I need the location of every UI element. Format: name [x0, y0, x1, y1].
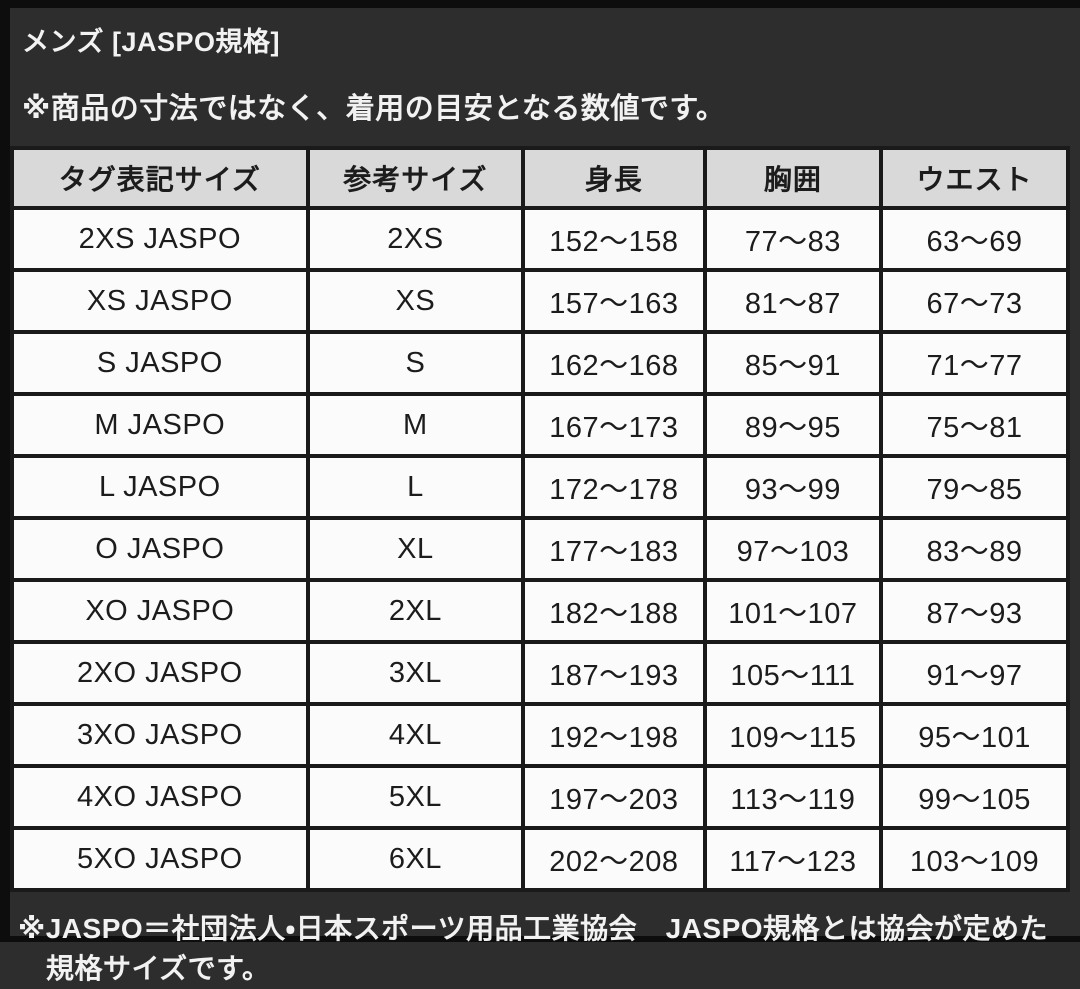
table-cell: 113〜119: [702, 764, 884, 830]
table-cell: L JASPO: [10, 454, 310, 520]
table-row: 2XS JASPO 2XS 152〜158 77〜83 63〜69: [10, 206, 1070, 272]
table-row: XO JASPO 2XL 182〜188 101〜107 87〜93: [10, 578, 1070, 644]
table-cell: XS JASPO: [10, 268, 310, 334]
table-cell: 103〜109: [879, 826, 1070, 892]
bottom-edge-bar: [0, 936, 1080, 942]
table-cell: 2XS JASPO: [10, 206, 310, 272]
table-cell: 117〜123: [702, 826, 884, 892]
table-cell: 4XL: [305, 702, 526, 768]
table-cell: 192〜198: [521, 702, 707, 768]
table-cell: XO JASPO: [10, 578, 310, 644]
table-row: XS JASPO XS 157〜163 81〜87 67〜73: [10, 268, 1070, 334]
table-row: 2XO JASPO 3XL 187〜193 105〜111 91〜97: [10, 640, 1070, 706]
size-chart-table: タグ表記サイズ 参考サイズ 身長 胸囲 ウエスト 2XS JASPO 2XS 152…: [10, 146, 1070, 892]
table-cell: 6XL: [305, 826, 526, 892]
header-height: 身長: [521, 146, 707, 210]
table-cell: M: [305, 392, 526, 458]
table-cell: 182〜188: [521, 578, 707, 644]
header-waist: ウエスト: [879, 146, 1070, 210]
size-table-header: タグ表記サイズ 参考サイズ 身長 胸囲 ウエスト: [10, 146, 1070, 210]
header-tag-size: タグ表記サイズ: [10, 146, 310, 210]
left-edge-bar: [0, 0, 10, 942]
measurement-note: ※商品の寸法ではなく、着用の目安となる数値です。: [22, 93, 726, 125]
table-cell: 67〜73: [879, 268, 1070, 334]
table-cell: 4XO JASPO: [10, 764, 310, 830]
table-cell: 85〜91: [702, 330, 884, 396]
table-cell: 5XL: [305, 764, 526, 830]
table-row: L JASPO L 172〜178 93〜99 79〜85: [10, 454, 1070, 520]
table-cell: S JASPO: [10, 330, 310, 396]
table-row: 4XO JASPO 5XL 197〜203 113〜119 99〜105: [10, 764, 1070, 830]
table-cell: 81〜87: [702, 268, 884, 334]
table-cell: 97〜103: [702, 516, 884, 582]
table-row: 5XO JASPO 6XL 202〜208 117〜123 103〜109: [10, 826, 1070, 892]
table-cell: 109〜115: [702, 702, 884, 768]
table-cell: 99〜105: [879, 764, 1070, 830]
table-cell: L: [305, 454, 526, 520]
table-cell: 197〜203: [521, 764, 707, 830]
table-cell: 2XO JASPO: [10, 640, 310, 706]
page-title: メンズ [JASPO規格]: [22, 27, 280, 57]
table-cell: 172〜178: [521, 454, 707, 520]
table-cell: 3XL: [305, 640, 526, 706]
table-cell: 89〜95: [702, 392, 884, 458]
table-cell: O JASPO: [10, 516, 310, 582]
jaspo-footnote: ※JASPO＝社団法人・日本スポーツ用品工業協会 JASPO規格とは協会が定めた…: [18, 913, 1049, 984]
table-cell: 162〜168: [521, 330, 707, 396]
table-cell: 93〜99: [702, 454, 884, 520]
table-cell: XS: [305, 268, 526, 334]
table-row: O JASPO XL 177〜183 97〜103 83〜89: [10, 516, 1070, 582]
table-cell: 105〜111: [702, 640, 884, 706]
table-cell: 101〜107: [702, 578, 884, 644]
table-cell: XL: [305, 516, 526, 582]
table-cell: 177〜183: [521, 516, 707, 582]
table-cell: 87〜93: [879, 578, 1070, 644]
table-cell: 63〜69: [879, 206, 1070, 272]
table-cell: 2XS: [305, 206, 526, 272]
header-row: タグ表記サイズ 参考サイズ 身長 胸囲 ウエスト: [10, 146, 1070, 210]
table-cell: 2XL: [305, 578, 526, 644]
top-edge-bar: [0, 0, 1080, 8]
table-cell: 157〜163: [521, 268, 707, 334]
table-cell: 187〜193: [521, 640, 707, 706]
table-cell: 91〜97: [879, 640, 1070, 706]
table-cell: 71〜77: [879, 330, 1070, 396]
table-cell: 167〜173: [521, 392, 707, 458]
header-chest: 胸囲: [702, 146, 884, 210]
table-cell: S: [305, 330, 526, 396]
table-row: S JASPO S 162〜168 85〜91 71〜77: [10, 330, 1070, 396]
size-table-body: 2XS JASPO 2XS 152〜158 77〜83 63〜69 XS JASPO XS 1…: [10, 206, 1070, 892]
table-cell: 83〜89: [879, 516, 1070, 582]
table-cell: M JASPO: [10, 392, 310, 458]
table-cell: 152〜158: [521, 206, 707, 272]
table-cell: 95〜101: [879, 702, 1070, 768]
table-row: M JASPO M 167〜173 89〜95 75〜81: [10, 392, 1070, 458]
table-cell: 79〜85: [879, 454, 1070, 520]
header-reference-size: 参考サイズ: [305, 146, 526, 210]
table-cell: 77〜83: [702, 206, 884, 272]
table-cell: 5XO JASPO: [10, 826, 310, 892]
table-cell: 202〜208: [521, 826, 707, 892]
table-row: 3XO JASPO 4XL 192〜198 109〜115 95〜101: [10, 702, 1070, 768]
table-cell: 3XO JASPO: [10, 702, 310, 768]
table-cell: 75〜81: [879, 392, 1070, 458]
